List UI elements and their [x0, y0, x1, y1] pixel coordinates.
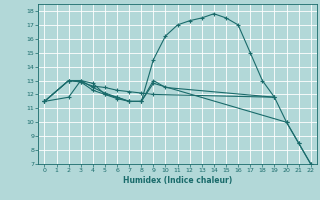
X-axis label: Humidex (Indice chaleur): Humidex (Indice chaleur) — [123, 176, 232, 185]
